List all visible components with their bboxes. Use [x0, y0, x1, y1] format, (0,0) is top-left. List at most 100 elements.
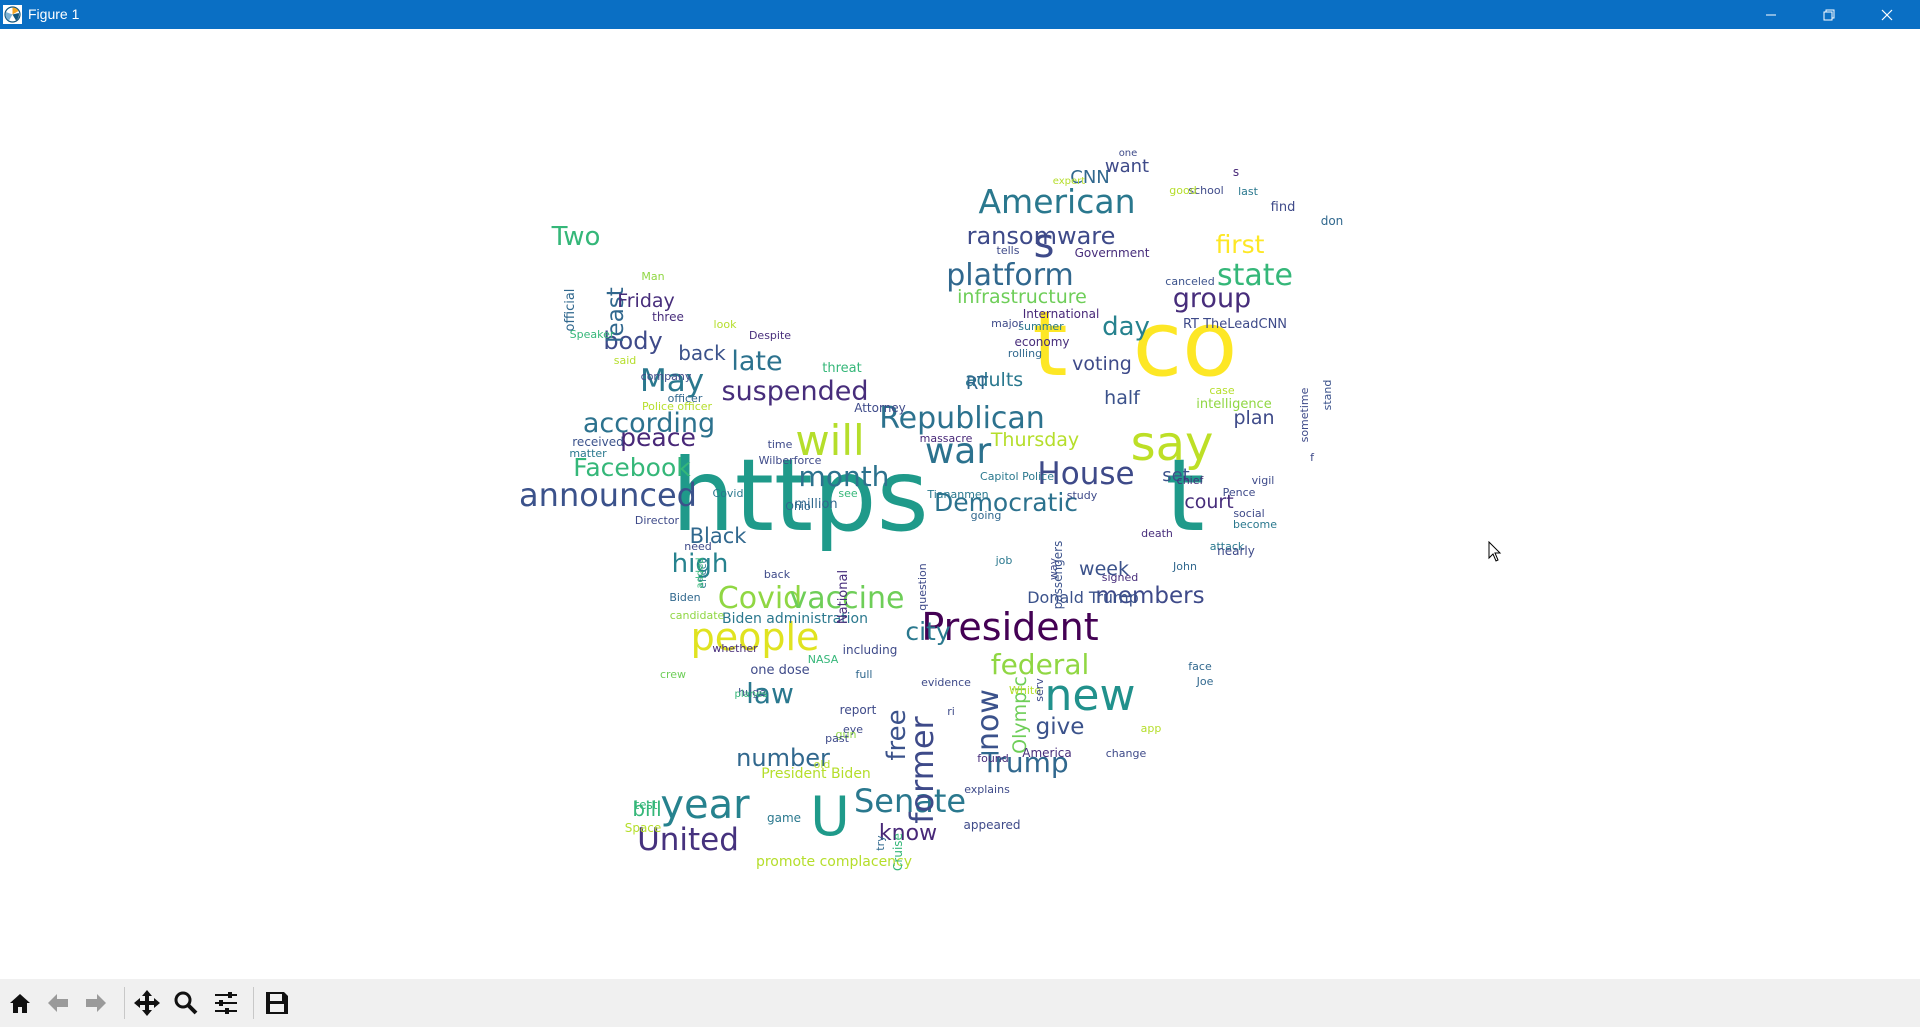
- wordcloud: https tt cosaynewwillUyearwarpeopleAmerica…: [519, 148, 1344, 871]
- configure-subplots-button[interactable]: [210, 987, 242, 1019]
- word: week: [1079, 558, 1129, 580]
- word: vaccine: [790, 581, 905, 616]
- word: see: [838, 487, 857, 500]
- zoom-button[interactable]: [170, 987, 202, 1019]
- word: first: [1216, 230, 1265, 259]
- window-titlebar: Figure 1: [0, 0, 1920, 29]
- word: President: [921, 605, 1098, 649]
- word: economy: [1014, 335, 1069, 349]
- word: appeared: [964, 818, 1021, 832]
- mouse-cursor-icon: [1488, 541, 1502, 562]
- word: school: [1188, 184, 1223, 197]
- word: look: [714, 318, 738, 331]
- minimize-icon: [1766, 14, 1776, 15]
- close-button[interactable]: [1858, 0, 1916, 29]
- word: Donald Trump: [1027, 588, 1139, 607]
- word: crew: [660, 668, 686, 681]
- word: passengers: [1051, 541, 1065, 610]
- home-button[interactable]: [4, 987, 36, 1019]
- close-icon: [1881, 9, 1893, 20]
- word: chief: [1177, 474, 1205, 487]
- word: Attorney: [854, 401, 906, 415]
- word: one: [1119, 148, 1138, 159]
- word: full: [856, 668, 873, 681]
- word: International: [1023, 307, 1100, 321]
- word: May: [640, 363, 704, 399]
- word: America: [1022, 746, 1072, 760]
- word: Friday: [617, 290, 675, 312]
- word: candidate: [670, 609, 725, 622]
- word: United: [637, 822, 739, 858]
- word: case: [1209, 384, 1235, 397]
- window-title: Figure 1: [28, 6, 80, 22]
- word: Black: [690, 524, 748, 548]
- pan-button[interactable]: [131, 987, 163, 1019]
- word: according: [583, 408, 715, 439]
- word: CNN: [1070, 167, 1110, 188]
- word: day: [1102, 312, 1150, 342]
- word: U: [810, 785, 850, 848]
- word: Covid: [713, 487, 744, 500]
- word: don: [1321, 214, 1344, 228]
- word: whether: [712, 642, 758, 655]
- word: Biden: [669, 591, 700, 604]
- word: Biden administration: [722, 611, 868, 627]
- word: Wilberforce: [759, 454, 822, 467]
- word: t: [1032, 292, 1067, 397]
- word: Tiananmen: [926, 488, 988, 501]
- word: threat: [822, 361, 861, 376]
- word: will: [795, 416, 864, 465]
- word: eye: [843, 723, 863, 736]
- word: Trump: [980, 746, 1068, 779]
- word: evidence: [921, 676, 971, 689]
- word: past: [825, 732, 849, 745]
- word: NASA: [808, 653, 839, 666]
- word: app: [1141, 722, 1162, 735]
- word: serv: [1033, 678, 1046, 702]
- word: platform: [946, 258, 1073, 293]
- word: f: [1310, 451, 1315, 464]
- word: back: [678, 341, 726, 365]
- word: Democratic: [934, 488, 1078, 517]
- word: job: [995, 554, 1013, 567]
- home-icon: [10, 994, 30, 1013]
- forward-button[interactable]: [80, 987, 112, 1019]
- word: Man: [641, 270, 664, 283]
- back-button[interactable]: [42, 987, 74, 1019]
- word: group: [1173, 283, 1251, 314]
- word: become: [1233, 518, 1277, 531]
- word: canceled: [1165, 275, 1214, 288]
- word: t: [1165, 437, 1204, 554]
- word: bill: [632, 797, 661, 821]
- forward-arrow-icon: [86, 994, 106, 1012]
- word: month: [799, 460, 890, 493]
- word: found: [977, 752, 1009, 765]
- save-button[interactable]: [261, 987, 293, 1019]
- word: nearly: [1217, 544, 1255, 558]
- word: peace: [620, 423, 696, 452]
- word: voting: [1072, 353, 1132, 375]
- word: adults: [965, 369, 1023, 391]
- word: suspended: [722, 376, 869, 407]
- word: last: [1238, 185, 1259, 198]
- word: people: [691, 615, 820, 659]
- word: Ohio: [785, 500, 811, 513]
- word: Republican: [879, 401, 1045, 436]
- word: RT: [966, 373, 989, 394]
- word: Thursday: [990, 429, 1079, 451]
- word: signed: [1102, 571, 1139, 584]
- word: John: [1172, 560, 1197, 573]
- word: give: [1036, 714, 1085, 740]
- word: state: [1217, 258, 1293, 293]
- zoom-icon: [174, 991, 198, 1015]
- word: now: [971, 689, 1006, 751]
- word: say: [1131, 416, 1214, 472]
- word: question: [916, 563, 929, 611]
- word: stand: [1321, 380, 1334, 411]
- restore-button[interactable]: [1800, 0, 1858, 29]
- word: plan: [1233, 407, 1274, 429]
- minimize-button[interactable]: [1742, 0, 1800, 29]
- word: Two: [551, 222, 601, 252]
- word: Space: [625, 821, 662, 835]
